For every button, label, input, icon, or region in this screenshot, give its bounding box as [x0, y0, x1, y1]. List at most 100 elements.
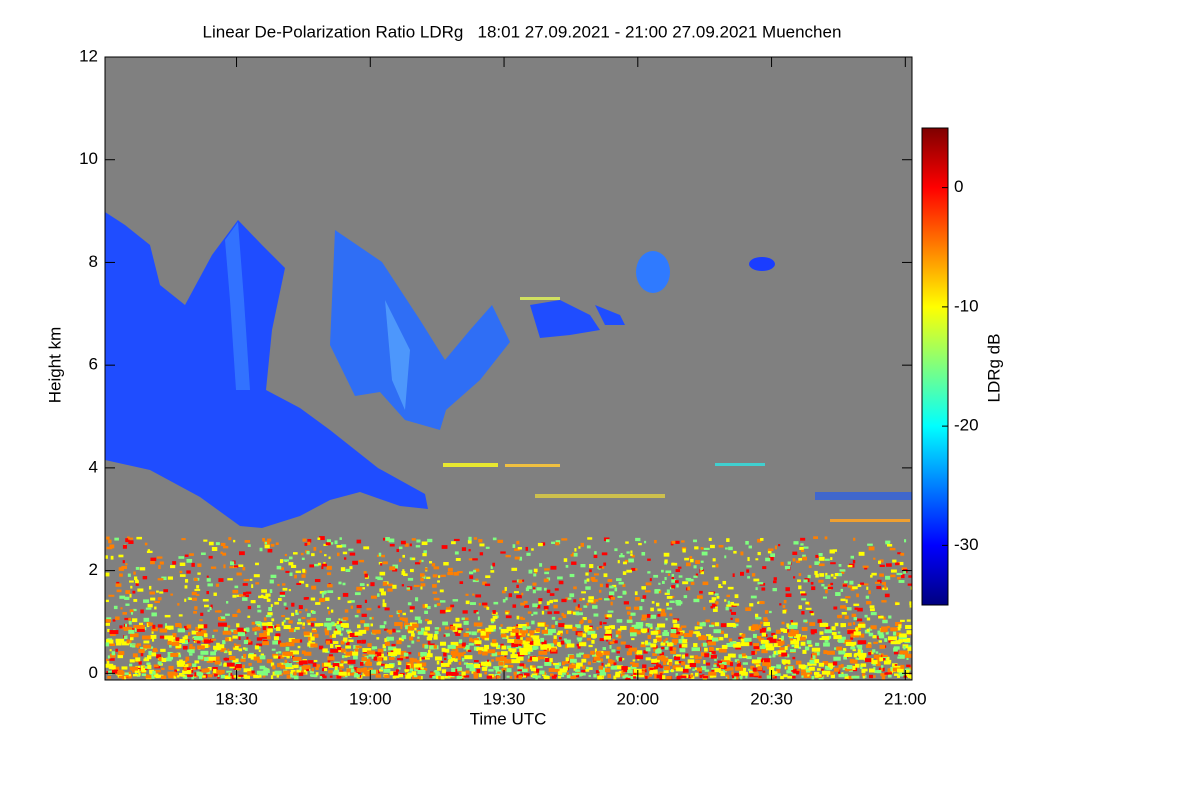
- noise: [380, 666, 384, 670]
- noise: [488, 669, 494, 672]
- noise: [270, 662, 275, 667]
- noise: [224, 675, 231, 680]
- noise: [298, 611, 302, 614]
- noise: [658, 582, 661, 585]
- noise: [526, 626, 531, 629]
- noise: [536, 587, 542, 591]
- noise: [493, 601, 499, 605]
- noise: [844, 673, 848, 677]
- noise: [727, 653, 732, 658]
- noise: [892, 667, 901, 672]
- noise: [532, 646, 537, 650]
- noise: [781, 621, 785, 625]
- noise: [604, 664, 608, 667]
- noise: [671, 562, 675, 566]
- noise: [565, 639, 571, 644]
- noise: [865, 595, 870, 599]
- noise: [587, 667, 593, 670]
- noise: [821, 668, 824, 671]
- noise: [773, 650, 777, 655]
- noise: [773, 671, 778, 674]
- noise: [787, 666, 793, 671]
- noise: [403, 652, 409, 657]
- y-axis-label: Height km: [45, 327, 64, 404]
- noise: [511, 659, 521, 664]
- noise: [285, 665, 294, 670]
- noise: [461, 617, 465, 620]
- noise: [424, 644, 429, 649]
- noise: [655, 658, 660, 663]
- noise: [492, 537, 497, 541]
- noise: [562, 666, 568, 671]
- noise: [439, 675, 445, 680]
- noise: [407, 602, 412, 606]
- noise: [765, 643, 773, 648]
- noise: [223, 564, 226, 569]
- noise: [494, 666, 500, 671]
- noise: [106, 546, 113, 550]
- noise: [645, 640, 649, 645]
- noise: [708, 671, 717, 676]
- noise: [407, 628, 412, 633]
- noise: [572, 672, 578, 676]
- noise: [847, 585, 853, 588]
- noise: [431, 563, 436, 567]
- noise: [739, 632, 743, 636]
- noise: [398, 614, 401, 618]
- noise: [435, 672, 440, 676]
- noise: [210, 651, 216, 656]
- noise: [191, 675, 194, 680]
- noise: [123, 626, 132, 631]
- noise: [787, 644, 790, 647]
- noise: [237, 632, 246, 637]
- noise: [233, 565, 239, 568]
- noise: [235, 664, 242, 669]
- noise: [361, 613, 367, 617]
- noise: [339, 663, 344, 667]
- noise: [735, 618, 740, 623]
- noise: [803, 546, 809, 549]
- noise: [267, 538, 272, 542]
- noise: [245, 594, 249, 598]
- noise: [108, 539, 112, 544]
- noise: [887, 636, 897, 641]
- noise: [433, 634, 438, 639]
- noise: [682, 668, 689, 673]
- noise: [194, 660, 200, 664]
- noise: [402, 573, 408, 577]
- noise: [523, 673, 530, 677]
- noise: [325, 631, 330, 636]
- noise: [115, 583, 122, 587]
- noise: [660, 642, 666, 646]
- noise: [367, 643, 372, 648]
- noise: [389, 566, 396, 571]
- noise: [469, 575, 474, 579]
- noise: [457, 571, 463, 574]
- noise: [592, 605, 598, 609]
- noise: [882, 616, 886, 620]
- noise: [134, 669, 140, 673]
- noise: [247, 671, 252, 676]
- noise: [813, 536, 818, 540]
- noise: [279, 662, 284, 667]
- noise: [353, 655, 358, 660]
- noise: [315, 602, 321, 605]
- noise: [148, 650, 152, 655]
- noise: [189, 646, 196, 651]
- noise: [139, 668, 143, 672]
- x-tick-label: 20:30: [750, 689, 793, 708]
- noise: [420, 583, 426, 587]
- noise: [292, 629, 296, 633]
- noise: [396, 630, 401, 633]
- noise: [845, 599, 848, 604]
- noise: [113, 605, 118, 610]
- noise: [492, 562, 496, 567]
- noise: [854, 663, 860, 668]
- noise: [318, 598, 325, 603]
- noise: [886, 672, 892, 675]
- noise: [200, 650, 209, 655]
- noise: [388, 646, 397, 651]
- noise: [876, 669, 882, 674]
- noise: [855, 625, 861, 630]
- noise: [553, 635, 557, 639]
